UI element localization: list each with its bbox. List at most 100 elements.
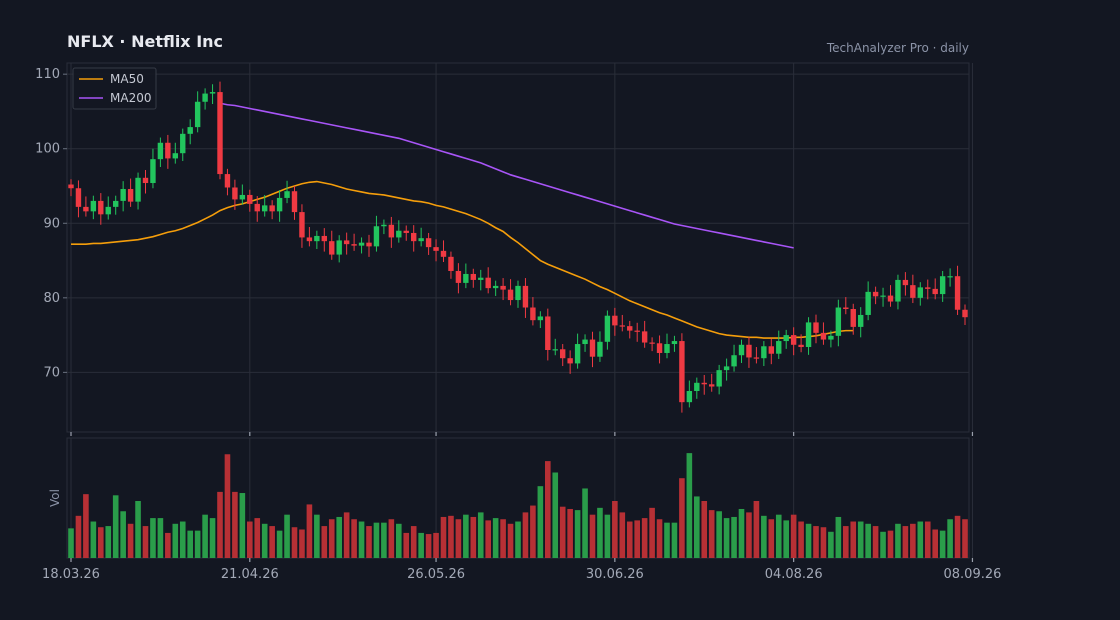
candle-body [552, 349, 558, 351]
candle [75, 180, 82, 218]
volume-bar [872, 526, 879, 558]
candle [813, 314, 819, 344]
volume-bar [187, 530, 193, 558]
candle-body [403, 230, 409, 233]
volume-bar [895, 523, 901, 558]
candle [917, 282, 923, 306]
candle [701, 374, 707, 395]
volume-bar [962, 519, 968, 558]
volume-bar [694, 496, 700, 558]
candle-body [381, 224, 387, 227]
candle-body [619, 325, 625, 327]
candle [925, 279, 931, 300]
candle [403, 225, 409, 241]
volume-bar [321, 526, 328, 558]
volume-bar [880, 531, 886, 558]
candle-body [306, 237, 313, 242]
candle [910, 274, 916, 304]
candle-body [634, 330, 640, 332]
candle [239, 184, 246, 205]
x-tick-label: 04.08.26 [765, 567, 823, 582]
candle [887, 285, 894, 307]
volume-bar [150, 518, 156, 558]
x-tick-label: 21.04.26 [221, 567, 279, 582]
candle-body [641, 331, 648, 343]
volume-bar [917, 521, 924, 558]
candle [954, 265, 961, 315]
volume-bar [865, 523, 871, 558]
candle-body [932, 288, 938, 295]
candle-body [187, 127, 193, 134]
volume-bar [343, 512, 350, 558]
volume-bar [448, 515, 454, 558]
chart-legend[interactable]: MA50 MA200 [72, 67, 157, 110]
candle [939, 270, 946, 302]
volume-bar [932, 529, 938, 558]
volume-bar [522, 512, 529, 558]
candle-body [388, 224, 395, 238]
volume-bar [440, 516, 447, 558]
volume-bar [396, 523, 402, 558]
candle [723, 358, 730, 381]
candle [336, 235, 342, 263]
y-tick-label: 110 [35, 67, 60, 82]
candle [694, 377, 700, 399]
x-tick-label: 18.03.26 [42, 567, 100, 582]
candle [932, 278, 938, 300]
candle-body [463, 273, 469, 283]
candle [753, 347, 760, 364]
candle [120, 181, 126, 212]
candle-body [872, 291, 879, 297]
candle-body [865, 291, 871, 315]
volume-bar [120, 511, 126, 558]
candle [805, 317, 812, 355]
candle-body [858, 314, 864, 327]
volume-bar [83, 494, 89, 558]
candle-body [686, 391, 693, 403]
candle-body [813, 322, 819, 333]
volume-bar [232, 491, 238, 558]
candle [656, 335, 663, 364]
volume-bar [589, 514, 596, 558]
candle [641, 320, 648, 348]
volume-bar [269, 526, 275, 558]
ma50-line [71, 180, 854, 339]
volume-bar [463, 514, 469, 558]
candle [895, 274, 901, 310]
candle [768, 338, 774, 365]
legend-label-ma200: MA200 [110, 91, 151, 105]
volume-bar [142, 526, 149, 558]
candle [835, 299, 842, 347]
volume-bar [500, 519, 506, 558]
candle-body [910, 285, 916, 298]
volume-bar [939, 530, 946, 558]
candle-body [411, 232, 417, 242]
volume-bar [738, 508, 745, 558]
volume-bar [805, 523, 812, 558]
candle-body [440, 250, 447, 257]
candle-body [135, 177, 141, 202]
candle [679, 333, 685, 413]
volume-bar [418, 532, 424, 558]
candle-body [790, 335, 797, 345]
volume-bar [843, 526, 849, 558]
volume-bar [924, 521, 931, 558]
candle [291, 186, 298, 220]
volume-bar [902, 526, 909, 558]
volume-bar [254, 518, 261, 558]
candle-body [902, 279, 909, 286]
price-candles [68, 81, 968, 413]
candle-body [455, 270, 462, 283]
volume-bar [686, 453, 693, 558]
candle [180, 128, 186, 162]
candle-body [947, 276, 953, 278]
candle-body [574, 344, 581, 364]
volume-bar [701, 501, 708, 558]
volume-bar [224, 454, 231, 558]
volume-bar [954, 515, 961, 558]
candle-body [962, 309, 968, 318]
volume-bar [381, 522, 387, 558]
volume-bar [545, 461, 551, 558]
candle-body [343, 240, 350, 245]
volume-bar [515, 521, 521, 558]
